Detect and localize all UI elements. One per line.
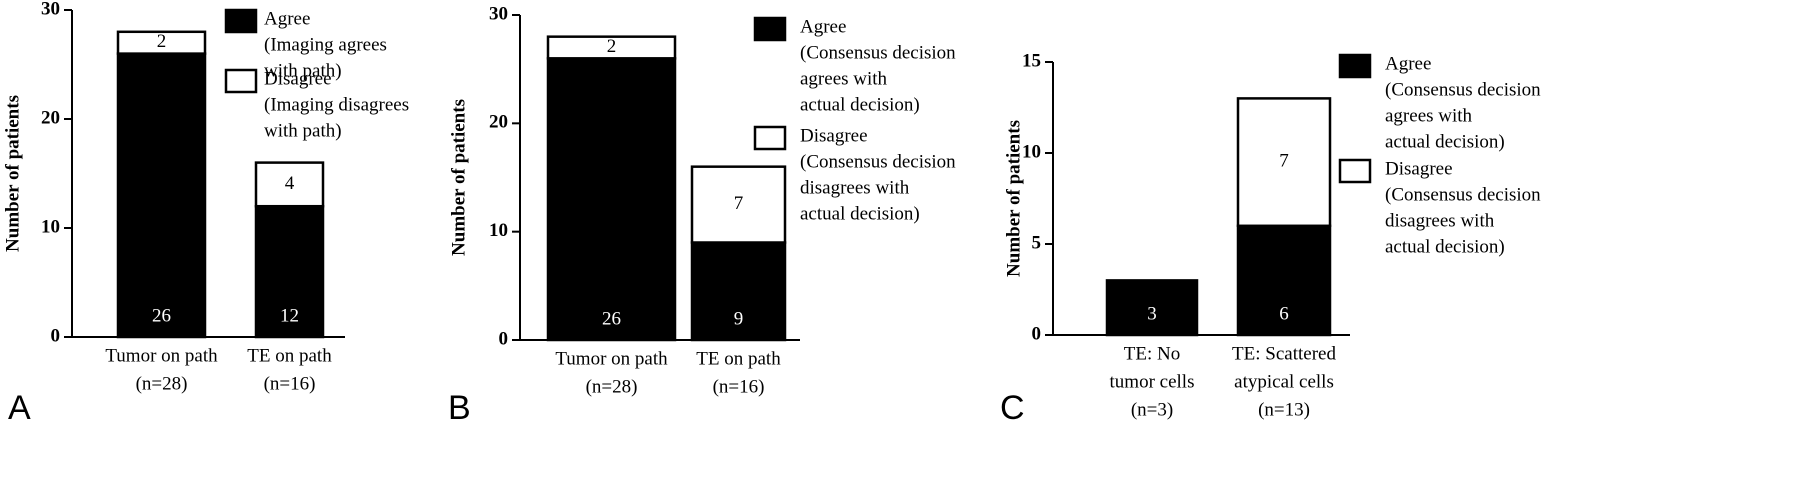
legend-description: actual decision) <box>800 94 920 115</box>
legend-description: (Consensus decision <box>1385 184 1541 205</box>
legend-description: (Consensus decision <box>1385 79 1541 100</box>
legend-description: actual decision) <box>800 203 920 224</box>
legend-label: Disagree <box>800 125 868 146</box>
y-tick-label: 0 <box>499 328 509 349</box>
y-tick-label: 0 <box>51 325 61 346</box>
panel-label: B <box>448 389 471 427</box>
value-label: 7 <box>734 193 744 214</box>
legend-label: Agree <box>1385 53 1431 74</box>
x-tick-label: (n=16) <box>264 373 316 394</box>
bar-segment <box>1236 224 1332 337</box>
value-label: 3 <box>1147 303 1157 324</box>
x-tick-label: (n=13) <box>1258 399 1310 420</box>
x-tick-label: tumor cells <box>1110 371 1195 392</box>
x-tick-label: Tumor on path <box>555 348 668 369</box>
legend-description: (Imaging agrees <box>264 34 387 55</box>
legend-swatch <box>224 68 258 94</box>
legend-label: Agree <box>264 8 310 29</box>
legend-label: Disagree <box>1385 158 1453 179</box>
legend-description: disagrees with <box>1385 210 1495 231</box>
value-label: 9 <box>734 308 744 329</box>
y-axis-title: Number of patients <box>1003 120 1024 277</box>
value-label: 26 <box>602 308 621 329</box>
legend-description: disagrees with <box>800 177 910 198</box>
legend-swatch <box>1338 53 1372 79</box>
bar-segment <box>546 57 677 342</box>
panel-label: C <box>1000 389 1025 427</box>
y-tick-label: 30 <box>489 3 508 24</box>
x-tick-label: TE on path <box>247 345 332 366</box>
legend-description: agrees with <box>1385 105 1473 126</box>
legend-description: (Imaging disagrees <box>264 94 409 115</box>
value-label: 26 <box>152 305 171 326</box>
x-tick-label: (n=28) <box>136 373 188 394</box>
x-tick-label: TE: No <box>1124 343 1180 364</box>
bar-segment <box>546 35 677 60</box>
y-tick-label: 30 <box>41 0 60 19</box>
x-tick-label: (n=28) <box>586 376 638 397</box>
legend-description: agrees with <box>800 68 888 89</box>
legend-description: (Consensus decision <box>800 42 956 63</box>
x-tick-label: atypical cells <box>1234 371 1334 392</box>
value-label: 7 <box>1279 150 1289 171</box>
y-axis-title: Number of patients <box>448 99 469 256</box>
x-tick-label: (n=16) <box>713 376 765 397</box>
value-label: 2 <box>157 31 167 52</box>
y-tick-label: 20 <box>489 112 508 133</box>
x-tick-label: TE on path <box>696 348 781 369</box>
value-label: 12 <box>280 305 299 326</box>
bar-segment <box>690 165 787 244</box>
legend-swatch <box>1338 158 1372 184</box>
y-tick-label: 10 <box>489 220 508 241</box>
legend-label: Agree <box>800 16 846 37</box>
x-tick-label: (n=3) <box>1131 399 1173 420</box>
legend-label: Disagree <box>264 68 332 89</box>
legend-swatch <box>753 16 787 42</box>
bar-segment <box>1236 97 1332 228</box>
y-axis-title: Number of patients <box>2 95 23 252</box>
y-tick-label: 20 <box>41 107 60 128</box>
legend-description: actual decision) <box>1385 236 1505 257</box>
bar-segment <box>116 52 207 339</box>
y-tick-label: 5 <box>1032 232 1042 253</box>
x-tick-label: Tumor on path <box>105 345 218 366</box>
legend-description: with path) <box>264 60 342 81</box>
panel-label: A <box>8 389 31 427</box>
legend-description: (Consensus decision <box>800 151 956 172</box>
value-label: 6 <box>1279 303 1289 324</box>
y-tick-label: 15 <box>1022 50 1041 71</box>
bar-segment <box>254 161 325 208</box>
y-tick-label: 10 <box>41 216 60 237</box>
value-label: 4 <box>285 173 295 194</box>
bar-segment <box>690 241 787 342</box>
bar-segment <box>1105 279 1199 337</box>
legend-description: actual decision) <box>1385 131 1505 152</box>
y-tick-label: 0 <box>1032 323 1042 344</box>
legend-description: with path) <box>264 120 342 141</box>
legend-swatch <box>224 8 258 34</box>
x-tick-label: TE: Scattered <box>1232 343 1336 364</box>
legend-swatch <box>753 125 787 151</box>
bar-segment <box>116 30 207 55</box>
y-tick-label: 10 <box>1022 141 1041 162</box>
value-label: 2 <box>607 36 617 57</box>
